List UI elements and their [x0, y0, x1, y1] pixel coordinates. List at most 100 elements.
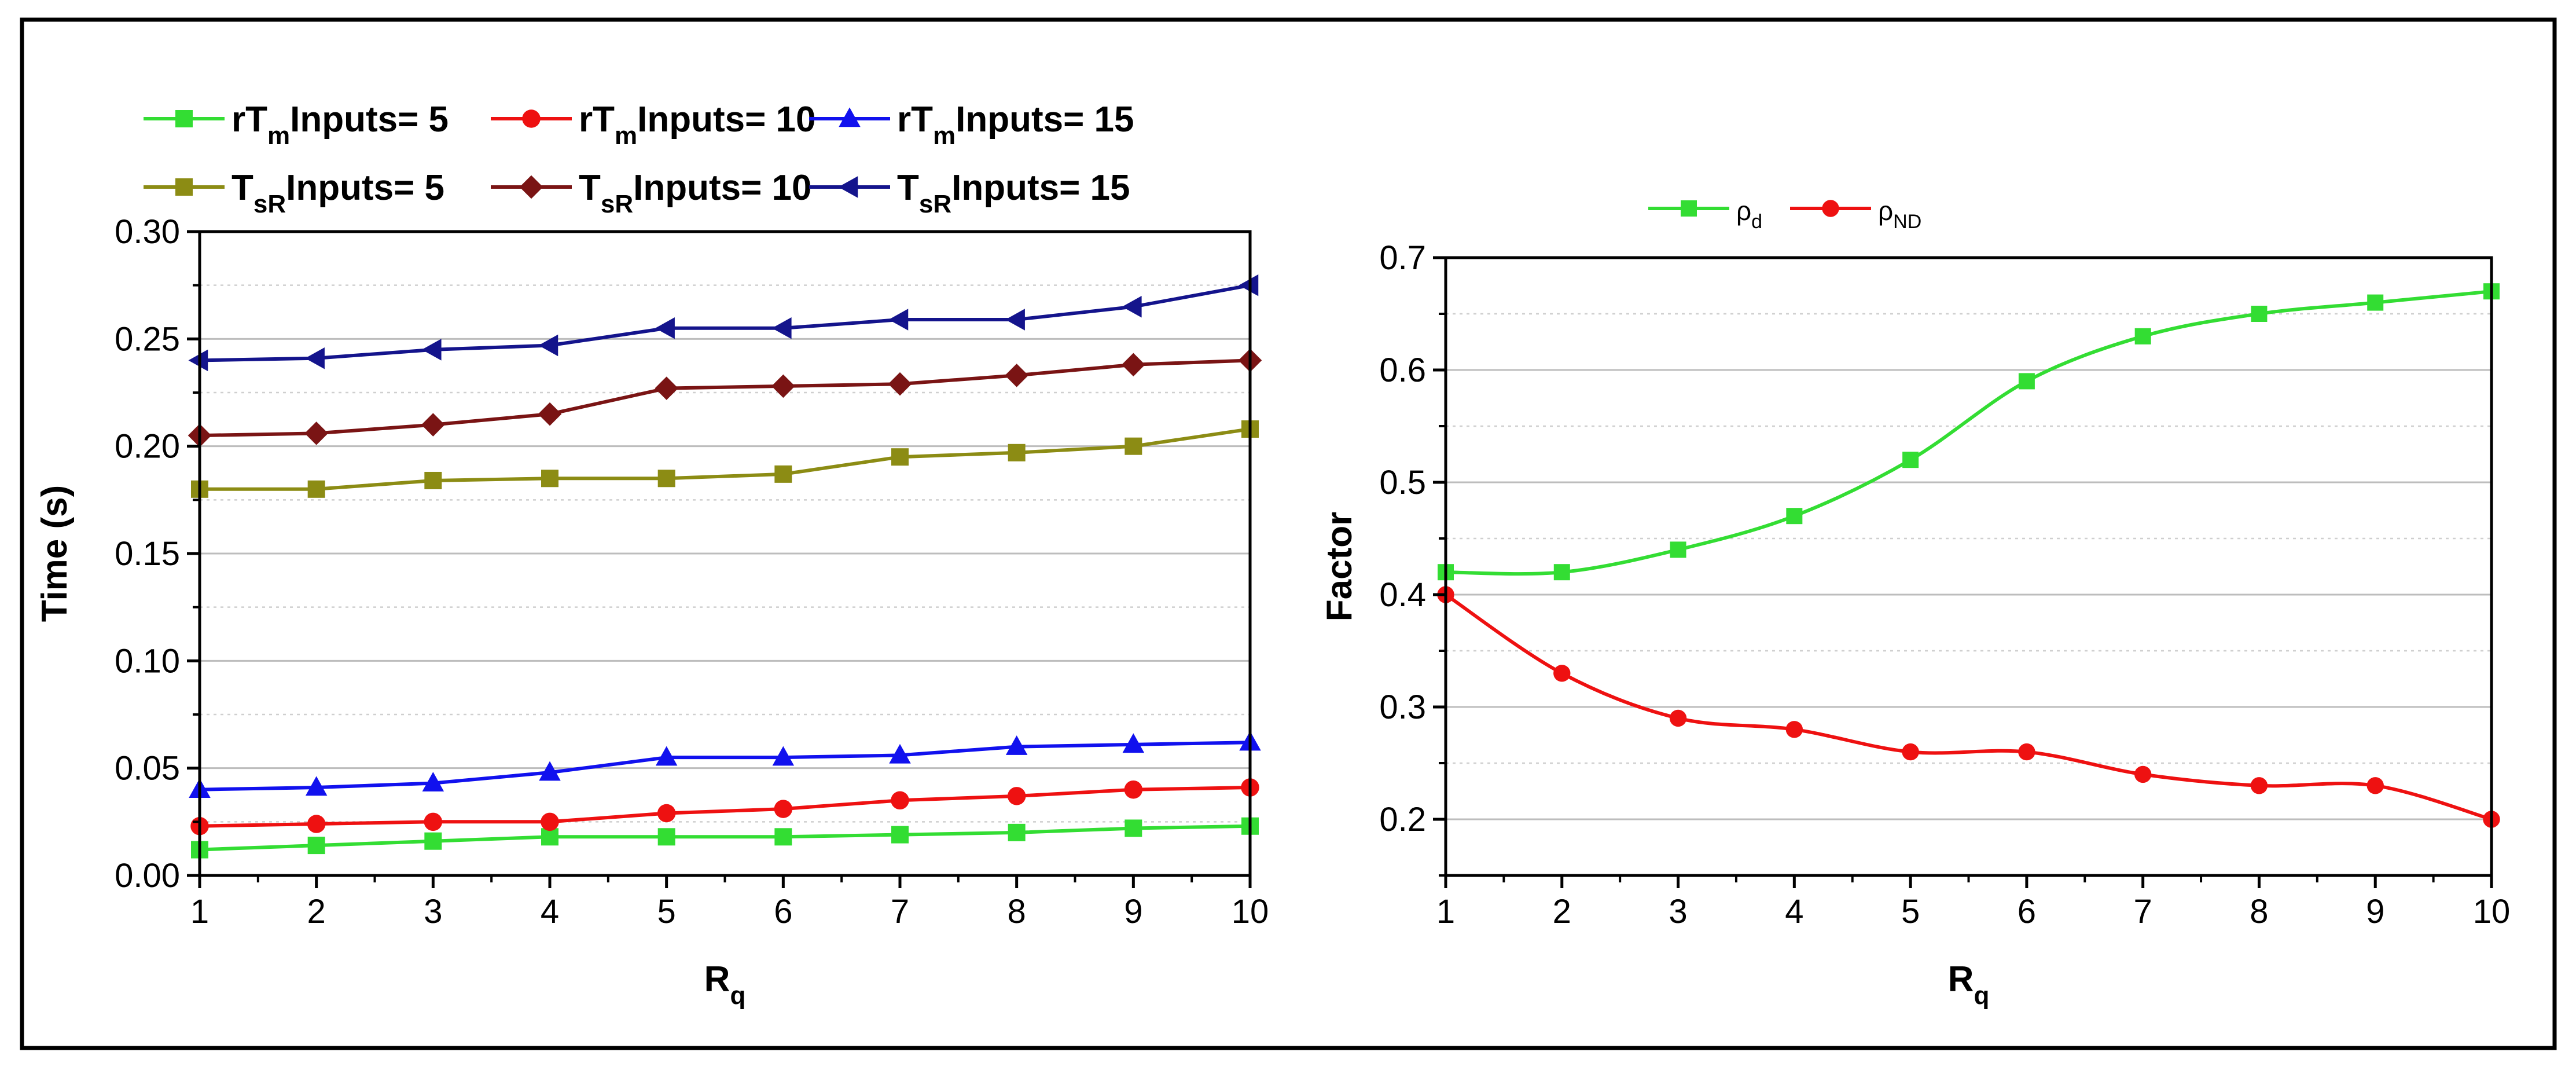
data-point — [1007, 787, 1026, 805]
x-tick-label: 4 — [1785, 893, 1803, 930]
data-point — [655, 746, 678, 766]
data-point — [774, 465, 792, 483]
legend-label-main: T — [897, 168, 919, 208]
data-point — [539, 761, 561, 781]
legend-marker — [175, 178, 193, 196]
x-axis-label-sub: q — [1974, 981, 1989, 1010]
series-line — [199, 786, 1251, 828]
x-axis-label: Rq — [704, 959, 746, 1010]
data-point — [1005, 735, 1028, 755]
data-point — [188, 349, 208, 372]
legend-label-rest: Inputs= 10 — [637, 100, 815, 140]
series-line — [199, 824, 1251, 852]
data-point — [1902, 743, 1919, 761]
data-point — [2134, 765, 2152, 783]
legend-marker — [522, 109, 541, 128]
y-tick-label: 0.7 — [1379, 239, 1426, 277]
x-tick-label: 5 — [1901, 893, 1920, 930]
data-point — [774, 800, 793, 818]
data-point — [655, 376, 678, 400]
data-point — [891, 826, 909, 844]
legend-label-sub: ND — [1893, 211, 1921, 233]
data-point — [889, 743, 911, 764]
x-axis-label-sub: q — [730, 981, 745, 1010]
data-point — [538, 402, 562, 426]
data-point — [424, 832, 442, 850]
legend-label: TsRInputs= 10 — [579, 168, 812, 218]
data-point — [2134, 328, 2151, 345]
legend-label-main: rT — [897, 100, 933, 140]
legend-label: rTmInputs= 15 — [897, 100, 1134, 150]
data-point — [1005, 364, 1028, 387]
legend-label-main: rT — [579, 100, 615, 140]
y-tick-label: 0.6 — [1379, 351, 1426, 389]
y-tick-label: 0.4 — [1379, 576, 1426, 614]
x-tick-label: 2 — [1553, 893, 1571, 930]
data-point — [1122, 353, 1145, 377]
series-line — [1445, 593, 2492, 821]
legend-marker — [175, 110, 193, 127]
series-line — [199, 283, 1251, 362]
x-tick-label: 3 — [424, 893, 442, 930]
data-point — [541, 812, 559, 831]
data-point — [424, 812, 443, 831]
data-point — [1122, 733, 1145, 753]
data-point — [774, 828, 792, 846]
legend-label-rest: Inputs= 15 — [956, 100, 1134, 140]
legend-label-rest: Inputs= 5 — [290, 100, 449, 140]
y-tick-label: 0.20 — [115, 428, 180, 466]
data-point — [421, 413, 445, 437]
data-point — [1008, 823, 1026, 841]
data-point — [424, 471, 442, 489]
data-point — [1122, 295, 1142, 318]
y-tick-label: 0.5 — [1379, 464, 1426, 501]
data-point — [1125, 437, 1142, 455]
data-point — [1005, 309, 1025, 331]
data-point — [541, 470, 558, 488]
legend-label-main: rT — [231, 100, 267, 140]
legend-marker — [1822, 200, 1839, 217]
data-point — [771, 374, 795, 398]
data-point — [305, 776, 328, 796]
x-tick-label: 10 — [1232, 893, 1269, 930]
x-tick-label: 9 — [1124, 893, 1142, 930]
series-line — [200, 427, 1251, 491]
data-point — [2366, 777, 2384, 794]
legend-label: TsRInputs= 15 — [897, 168, 1130, 218]
y-tick-label: 0.3 — [1379, 688, 1426, 726]
x-axis-label-main: R — [1948, 959, 1974, 999]
y-tick-label: 0.25 — [115, 320, 180, 358]
y-tick-label: 0.10 — [115, 642, 180, 680]
y-tick-label: 0.15 — [115, 535, 180, 573]
legend-label-main: T — [231, 168, 253, 208]
x-tick-label: 10 — [2473, 893, 2511, 930]
data-point — [1008, 444, 1026, 461]
legend-marker — [838, 176, 858, 198]
data-point — [2367, 294, 2384, 311]
x-tick-label: 8 — [2250, 893, 2268, 930]
legend-label-sub: sR — [253, 190, 286, 218]
data-point — [771, 317, 792, 339]
y-axis-label: Factor — [1320, 512, 1359, 621]
data-point — [2018, 743, 2035, 761]
x-tick-label: 4 — [541, 893, 559, 930]
data-point — [307, 480, 325, 498]
legend-label-rest: Inputs= 5 — [286, 168, 444, 208]
legend-label-sub: sR — [919, 190, 951, 218]
data-point — [307, 837, 325, 855]
data-point — [657, 804, 676, 823]
data-point — [2250, 777, 2268, 794]
legend-label: ρND — [1878, 196, 1921, 233]
legend-marker — [839, 107, 861, 127]
data-point — [657, 470, 675, 488]
legend-label-sub: m — [267, 122, 290, 150]
x-tick-label: 7 — [891, 893, 909, 930]
data-point — [888, 372, 912, 396]
x-tick-label: 7 — [2134, 893, 2152, 930]
x-tick-label: 6 — [2018, 893, 2036, 930]
legend-label: TsRInputs= 5 — [231, 168, 444, 218]
legend-label-sub: m — [615, 122, 637, 150]
y-tick-label: 0.00 — [115, 857, 180, 895]
